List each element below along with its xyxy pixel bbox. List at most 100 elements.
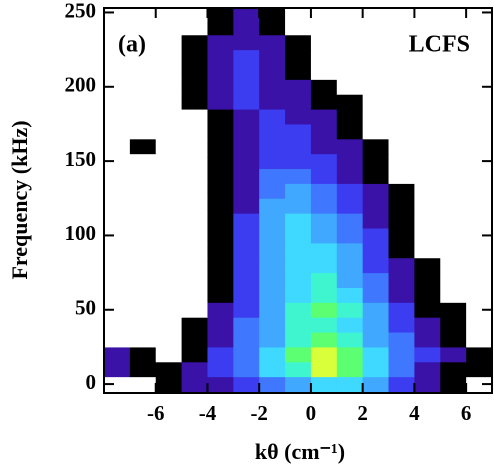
heat-cell	[104, 79, 131, 95]
heat-cell	[104, 361, 131, 378]
heat-cell	[414, 228, 441, 244]
heat-cell	[414, 34, 441, 51]
heat-cell	[129, 228, 157, 244]
heat-cell	[414, 138, 441, 155]
heat-cell	[414, 94, 441, 110]
heat-cell	[310, 109, 338, 125]
heat-cell	[414, 257, 441, 274]
heat-cell	[285, 64, 312, 80]
heat-cell	[440, 287, 467, 303]
heat-cell	[362, 376, 390, 393]
heat-cell	[207, 168, 234, 184]
heat-cell	[336, 79, 364, 95]
heat-cell	[259, 153, 286, 170]
heat-cell	[388, 19, 415, 36]
heat-cell	[129, 287, 157, 303]
heat-cell	[466, 272, 492, 288]
heat-cell	[466, 287, 492, 303]
heat-cell	[207, 346, 234, 363]
heat-cell	[414, 153, 441, 170]
heat-cell	[181, 287, 208, 303]
heat-cell	[155, 376, 183, 393]
heat-cell	[181, 198, 208, 214]
heat-cell	[336, 198, 364, 214]
x-tick-label: -2	[250, 401, 268, 425]
heat-cell	[104, 153, 131, 170]
heat-cell	[362, 346, 390, 363]
heat-cell	[233, 79, 260, 95]
heat-cell	[181, 123, 208, 140]
heat-cell	[336, 49, 364, 65]
heat-cell	[336, 138, 364, 155]
plot-frame	[103, 7, 493, 394]
heat-cell	[388, 346, 415, 363]
x-tick-label: -4	[199, 401, 217, 425]
heat-cell	[181, 94, 208, 110]
heat-cell	[207, 376, 234, 393]
heat-cell	[233, 168, 260, 184]
heat-cell	[440, 153, 467, 170]
heat-cell	[129, 376, 157, 393]
heat-cell	[388, 123, 415, 140]
heat-cell	[440, 242, 467, 259]
heat-cell	[440, 361, 467, 378]
heat-cell	[388, 64, 415, 80]
heat-cell	[259, 19, 286, 36]
heat-cell	[207, 213, 234, 229]
heat-cell	[466, 79, 492, 95]
heat-cell	[285, 79, 312, 95]
heat-cell	[129, 361, 157, 378]
heat-cell	[155, 34, 183, 51]
heat-cell	[129, 183, 157, 199]
heat-cell	[259, 64, 286, 80]
y-tick-label: 0	[86, 370, 97, 394]
heat-cell	[310, 123, 338, 140]
heat-cell	[362, 361, 390, 378]
heat-cell	[207, 332, 234, 348]
heat-cell	[310, 332, 338, 348]
heat-cell	[207, 198, 234, 214]
heat-cell	[440, 138, 467, 155]
heat-cell	[310, 138, 338, 155]
heat-cell	[155, 257, 183, 274]
heat-cell	[388, 257, 415, 274]
heat-cell	[388, 332, 415, 348]
heat-cell	[285, 228, 312, 244]
heat-cell	[233, 34, 260, 51]
heat-cell	[362, 94, 390, 110]
heat-cell	[414, 213, 441, 229]
heat-cell	[388, 183, 415, 199]
heat-cell	[259, 376, 286, 393]
heat-cell	[388, 272, 415, 288]
heat-cell	[336, 242, 364, 259]
heat-cell	[285, 123, 312, 140]
heat-cell	[362, 213, 390, 229]
heat-cell	[155, 153, 183, 170]
heat-cell	[285, 302, 312, 318]
heat-cell	[414, 198, 441, 214]
heat-cell	[233, 8, 260, 21]
heat-cell	[440, 332, 467, 348]
heat-cell	[129, 213, 157, 229]
heat-cell	[362, 109, 390, 125]
heat-cell	[104, 332, 131, 348]
heat-cell	[181, 213, 208, 229]
heat-cell	[259, 272, 286, 288]
heat-cell	[388, 8, 415, 21]
heat-cell	[129, 198, 157, 214]
heat-cell	[466, 123, 492, 140]
heat-cell	[181, 228, 208, 244]
heat-cell	[129, 34, 157, 51]
heat-cell	[155, 272, 183, 288]
heat-cell	[336, 257, 364, 274]
y-tick-label: 200	[65, 73, 97, 97]
heat-cell	[285, 257, 312, 274]
y-tick-label: 250	[65, 0, 97, 22]
heat-cell	[285, 242, 312, 259]
heat-cell	[181, 168, 208, 184]
heat-cell	[466, 19, 492, 36]
heat-cell	[259, 79, 286, 95]
heat-cell	[181, 376, 208, 393]
heat-cell	[104, 228, 131, 244]
heat-cell	[440, 346, 467, 363]
